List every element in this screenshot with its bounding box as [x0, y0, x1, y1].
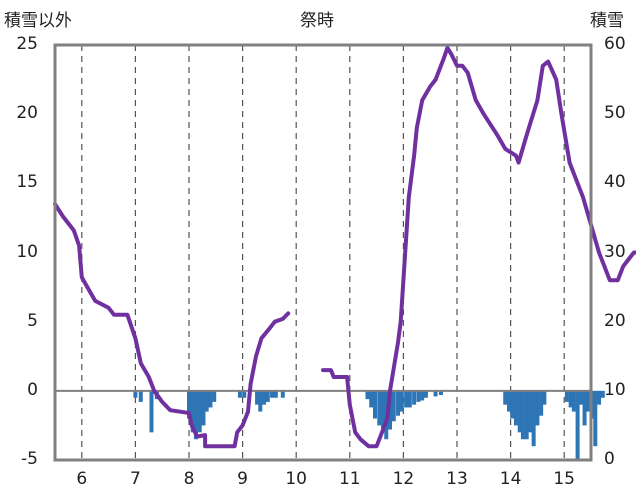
y-right-tick-1: 50: [604, 103, 626, 124]
bar-51: [564, 390, 569, 402]
bar-13: [242, 390, 247, 398]
x-tick-12: 12: [392, 469, 415, 489]
y-right-tick-0: 60: [604, 34, 626, 54]
plot-frame: [53, 43, 593, 462]
x-tick-15: 15: [553, 469, 575, 489]
chart-title: 祭時: [300, 11, 334, 31]
line-series: [53, 45, 636, 449]
bar-41: [510, 390, 515, 419]
bar-53: [571, 390, 576, 412]
bar-43: [517, 390, 522, 433]
bar-18: [270, 390, 275, 398]
x-tick-11: 11: [338, 469, 361, 489]
x-tick-8: 8: [183, 469, 195, 489]
y-left-tick-5: 0: [27, 379, 38, 400]
bar-7: [197, 390, 202, 433]
y-left-tick-4: 5: [27, 310, 38, 331]
bar-48: [535, 390, 540, 426]
bar-12: [237, 390, 242, 398]
bar-30: [399, 390, 404, 412]
bar-2: [149, 390, 154, 433]
line-segment-0: [53, 202, 291, 449]
y-right-tick-3: 30: [604, 241, 626, 262]
bar-61: [600, 390, 605, 398]
bar-22: [369, 390, 374, 408]
y-left-tick-0: 25: [16, 34, 38, 54]
bar-8: [201, 390, 206, 426]
y-left-tick-3: 10: [16, 241, 38, 262]
bar-49: [539, 390, 544, 416]
bar-40: [506, 390, 511, 412]
bar-33: [412, 390, 417, 405]
bar-52: [568, 390, 573, 408]
bar-28: [391, 390, 396, 422]
bar-16: [262, 390, 267, 405]
bar-9: [204, 390, 209, 412]
bar-54: [575, 390, 580, 460]
bar-25: [381, 390, 386, 433]
bar-5: [190, 390, 195, 433]
bar-50: [542, 390, 547, 405]
bar-23: [372, 390, 377, 419]
bar-series: [133, 390, 605, 460]
bar-57: [586, 390, 591, 412]
x-tick-13: 13: [446, 469, 468, 489]
bar-24: [377, 390, 382, 426]
x-tick-9: 9: [237, 469, 248, 489]
bar-35: [420, 390, 425, 401]
bar-59: [593, 390, 598, 447]
bar-45: [524, 390, 529, 440]
x-tick-14: 14: [499, 469, 522, 489]
y-right-tick-6: 0: [604, 449, 615, 469]
bar-1: [138, 390, 143, 402]
bar-15: [258, 390, 263, 412]
bar-56: [582, 390, 587, 426]
y-right-axis-label: 積雪: [590, 11, 624, 31]
y-left-tick-1: 20: [16, 103, 38, 124]
y-left-tick-6: -5: [21, 449, 38, 469]
bar-60: [597, 390, 602, 405]
bar-4: [187, 390, 191, 419]
x-tick-10: 10: [285, 469, 307, 489]
bar-21: [365, 390, 370, 400]
bar-47: [531, 390, 536, 447]
bar-31: [404, 390, 409, 408]
bar-11: [212, 390, 217, 402]
y-right-tick-2: 40: [604, 172, 626, 193]
bar-34: [416, 390, 421, 402]
bar-6: [193, 390, 198, 440]
bar-20: [280, 390, 285, 398]
bar-37: [433, 390, 438, 397]
grid-lines: [81, 45, 565, 460]
y-left-tick-2: 15: [16, 172, 38, 193]
x-tick-7: 7: [129, 469, 141, 489]
line-segment-1: [321, 45, 636, 449]
bar-36: [423, 390, 428, 398]
plot-frame-rect: [53, 43, 593, 462]
bar-32: [407, 390, 412, 408]
bar-44: [520, 390, 525, 440]
y-right-tick-5: 10: [604, 379, 626, 400]
bar-38: [438, 390, 443, 395]
bar-14: [255, 390, 260, 405]
bar-42: [513, 390, 518, 426]
bar-0: [133, 390, 138, 398]
y-right-tick-4: 20: [604, 310, 626, 331]
y-left-axis-label: 積雪以外: [4, 11, 72, 31]
x-tick-6: 6: [76, 469, 88, 489]
bar-19: [273, 390, 278, 398]
bar-10: [208, 390, 213, 408]
bar-17: [265, 390, 270, 402]
bar-29: [396, 390, 401, 416]
bar-55: [579, 390, 584, 405]
bar-46: [528, 390, 533, 433]
bar-39: [503, 390, 508, 405]
